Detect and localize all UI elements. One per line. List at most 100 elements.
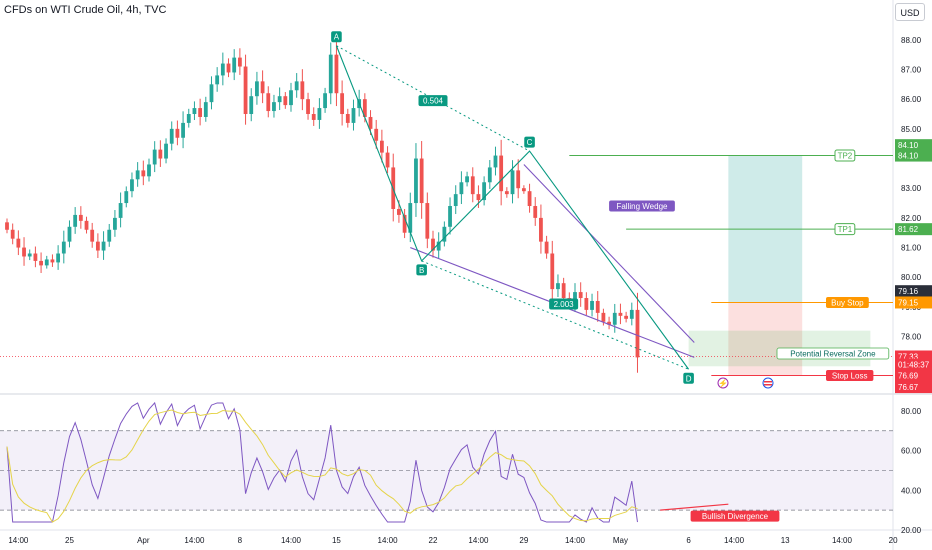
price-label-bg: [895, 296, 932, 309]
flag-stripe: [764, 381, 772, 383]
price-label: 81.62: [898, 225, 919, 234]
candle: [561, 283, 566, 299]
candle: [22, 247, 26, 257]
potential-reversal-zone-label-bg: [776, 347, 890, 360]
candle: [107, 229, 112, 242]
candle: [590, 300, 594, 310]
currency-button[interactable]: USD: [895, 3, 925, 21]
time-tick: 25: [65, 536, 74, 545]
stop-zone: [728, 302, 803, 376]
candle: [61, 241, 66, 254]
tp2-label: TP2: [838, 152, 853, 161]
candle: [431, 238, 435, 251]
rsi-tick: 40.00: [901, 486, 922, 495]
pattern-point-a: A: [334, 33, 340, 42]
candle: [362, 99, 367, 117]
candle: [510, 170, 515, 195]
buy-stop-label-bg: [826, 296, 869, 308]
price-label-bg: [895, 149, 932, 162]
pattern-point-b-bg: [416, 264, 427, 276]
candle: [306, 99, 310, 115]
flag-stripe: [764, 384, 772, 386]
candle: [243, 66, 248, 115]
candle: [16, 238, 21, 248]
time-tick: 15: [332, 536, 341, 545]
candle: [203, 102, 208, 117]
candle: [118, 203, 123, 218]
candle: [289, 90, 293, 106]
candle: [527, 191, 532, 207]
harmonic-pattern-line: [335, 45, 690, 370]
price-tick: 83.00: [901, 184, 922, 193]
candle: [323, 93, 327, 109]
candle: [130, 179, 134, 192]
tp1-label: TP1: [838, 225, 853, 234]
lightning-icon: [717, 377, 729, 389]
candle: [629, 309, 634, 319]
candle: [556, 283, 560, 290]
candle: [294, 81, 299, 91]
candle: [635, 309, 640, 358]
time-tick: 14:00: [724, 536, 745, 545]
candle: [345, 114, 350, 123]
candle: [237, 57, 242, 67]
time-tick: 14:00: [378, 536, 399, 545]
candle: [453, 194, 458, 207]
candle: [397, 208, 401, 215]
candle: [164, 143, 168, 159]
time-tick: 29: [519, 536, 528, 545]
candle: [618, 312, 623, 316]
time-tick: 14:00: [281, 536, 302, 545]
us-flag-icon: [762, 377, 774, 389]
candle: [209, 84, 214, 103]
candle: [152, 149, 157, 165]
candle: [260, 81, 265, 94]
candle: [539, 217, 543, 242]
candle: [499, 155, 504, 192]
price-label: 79.15: [898, 298, 919, 307]
candle: [169, 128, 174, 144]
candle: [328, 54, 333, 94]
pattern-point-c: C: [527, 138, 533, 147]
ratio-label: 2.003: [554, 300, 575, 309]
candle: [578, 292, 583, 299]
candle: [442, 226, 447, 242]
retracement-line-bd: [421, 260, 689, 370]
candle: [516, 170, 521, 189]
candle: [300, 81, 305, 100]
bullish-divergence-label-bg: [690, 510, 780, 522]
candle: [181, 122, 185, 138]
time-tick: May: [613, 536, 628, 545]
candle: [186, 114, 191, 123]
falling-wedge-line: [523, 164, 695, 343]
pattern-point-c-bg: [524, 136, 535, 148]
stop-loss-label: Stop Loss: [832, 371, 868, 380]
candle: [465, 176, 469, 183]
price-tick: 81.00: [901, 244, 922, 253]
price-tick: 85.00: [901, 125, 922, 134]
ratio-label: 0.504: [423, 97, 444, 106]
candle: [340, 93, 345, 115]
candle: [448, 206, 452, 227]
rsi-pane: [0, 395, 893, 530]
potential-reversal-zone-label: Potential Reversal Zone: [790, 350, 876, 359]
candle: [419, 158, 424, 204]
candle: [533, 206, 538, 218]
time-tick: 22: [429, 536, 438, 545]
candle: [141, 170, 146, 177]
candle: [147, 164, 151, 177]
falling-wedge-label: Falling Wedge: [616, 202, 668, 211]
candle: [124, 191, 129, 204]
rsi-tick: 20.00: [901, 526, 922, 535]
price-label: 84.10: [898, 141, 919, 150]
candle: [266, 93, 271, 112]
candle: [311, 114, 316, 120]
candle: [56, 253, 61, 263]
candle: [374, 128, 379, 141]
candle: [584, 298, 589, 310]
candle: [175, 128, 180, 138]
price-label: 76.67: [898, 383, 919, 392]
price-label-bg: [895, 285, 932, 298]
price-tick: 80.00: [901, 273, 922, 282]
